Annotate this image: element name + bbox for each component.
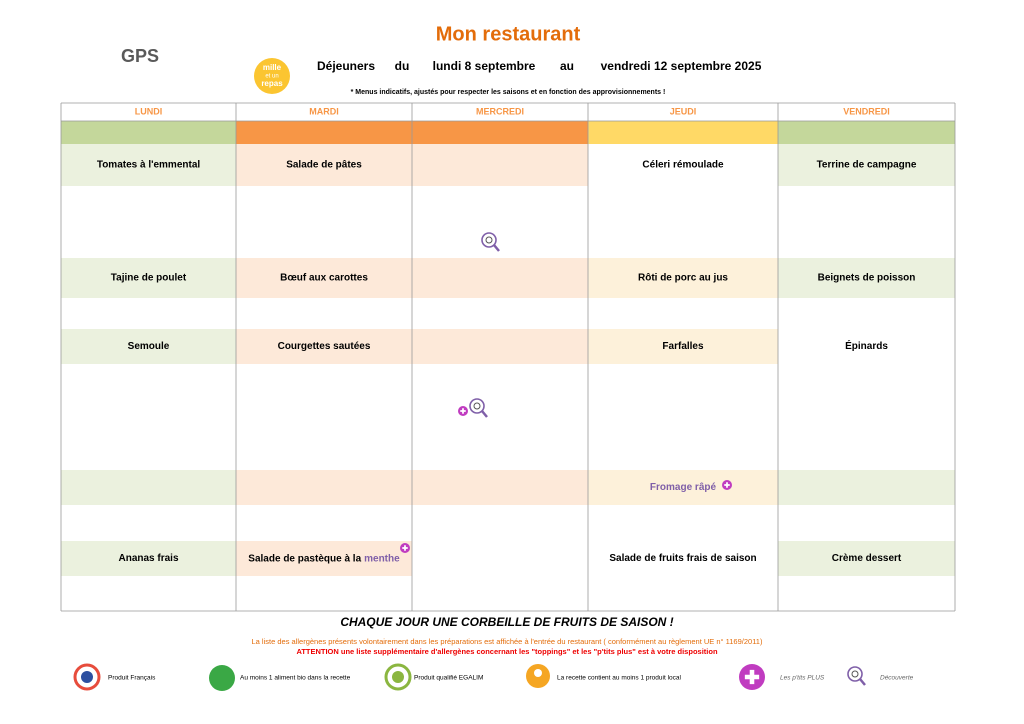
subtitle: Déjeuners	[317, 59, 375, 73]
cell-bg	[236, 144, 412, 186]
legend-icon	[81, 671, 93, 683]
cell-bg	[412, 258, 588, 298]
discovery-icon	[481, 410, 488, 418]
cell-bg	[61, 144, 236, 186]
badge	[254, 58, 290, 94]
discovery-icon	[847, 666, 863, 682]
cell-bg	[778, 541, 955, 576]
cell-bg	[61, 541, 236, 576]
day-name: MARDI	[309, 106, 339, 116]
dish: Bœuf aux carottes	[280, 273, 368, 284]
dish: Courgettes sautées	[278, 341, 371, 352]
discovery-icon	[473, 402, 481, 410]
legend-label: Au moins 1 aliment bio dans la recette	[240, 675, 351, 682]
subtitle: du	[395, 59, 410, 73]
day-name: LUNDI	[135, 106, 163, 116]
legend-label: Les p'tits PLUS	[780, 675, 825, 682]
legend-label: Produit qualifié EGALIM	[414, 675, 483, 682]
legend-label: Produit Français	[108, 675, 156, 682]
discovery-icon	[493, 244, 500, 252]
cell-bg	[588, 144, 778, 186]
plus-icon	[744, 669, 760, 685]
cell-bg	[588, 329, 778, 364]
day-name: MERCREDI	[476, 106, 524, 116]
cell-bg	[412, 329, 588, 364]
logo: GPS	[121, 46, 159, 66]
subtitle: vendredi 12 septembre 2025	[601, 59, 762, 73]
dish: Tajine de poulet	[111, 273, 187, 284]
note: * Menus indicatifs, ajustés pour respect…	[351, 89, 666, 96]
cell-bg	[588, 258, 778, 298]
dish: Ananas frais	[118, 553, 178, 564]
day-bar	[236, 121, 412, 144]
dish: Semoule	[128, 341, 170, 352]
badge-text: mille	[263, 63, 282, 72]
day-bar	[588, 121, 778, 144]
day-bar	[412, 121, 588, 144]
cell-bg	[61, 470, 236, 505]
day-bar	[61, 121, 236, 144]
dish: Rôti de porc au jus	[638, 273, 728, 284]
plus-icon	[460, 408, 466, 414]
legend-icon	[209, 665, 235, 691]
title: Mon restaurant	[436, 23, 581, 45]
dish: Tomates à l'emmental	[97, 160, 201, 171]
discovery-icon	[469, 398, 485, 414]
badge-text: repas	[261, 79, 283, 88]
cell-bg	[236, 470, 412, 505]
subtitle: lundi 8 septembre	[433, 59, 536, 73]
dish-highlight: menthe	[364, 553, 400, 564]
dish: Céleri rémoulade	[642, 160, 724, 171]
discovery-icon	[859, 678, 866, 686]
cell-bg	[61, 258, 236, 298]
legend-icon	[392, 671, 404, 683]
dish: Salade de pastèque à la menthe	[248, 553, 400, 564]
discovery-icon	[485, 236, 493, 244]
legend-icon	[534, 669, 542, 677]
cell-bg	[236, 329, 412, 364]
legend-label: Découverte	[880, 675, 914, 682]
plus-icon	[402, 545, 408, 551]
cell-bg	[588, 541, 778, 576]
dish: Salade de pâtes	[286, 160, 362, 171]
badge-text: et un	[265, 74, 278, 80]
allergens: La liste des allergènes présents volonta…	[252, 637, 763, 646]
dish: Farfalles	[662, 341, 704, 352]
day-name: JEUDI	[670, 106, 697, 116]
discovery-icon	[481, 232, 497, 248]
cell-bg	[588, 470, 778, 505]
cell-bg	[236, 541, 412, 576]
dish: Épinards	[845, 339, 888, 352]
day-bar	[778, 121, 955, 144]
dish: Salade de fruits frais de saison	[609, 553, 756, 564]
cell-bg	[236, 258, 412, 298]
cell-bg	[61, 329, 236, 364]
cell-bg	[778, 470, 955, 505]
cell-bg	[778, 329, 955, 364]
dish-text: Salade de pastèque à la	[248, 553, 361, 564]
legend-label: La recette contient au moins 1 produit l…	[557, 675, 681, 682]
dish: Crème dessert	[832, 553, 902, 564]
dish: Beignets de poisson	[818, 273, 916, 284]
cell-bg	[412, 470, 588, 505]
cell-bg	[778, 144, 955, 186]
warning: ATTENTION une liste supplémentaire d'all…	[296, 647, 717, 656]
dish: Fromage râpé	[650, 482, 717, 493]
cell-bg	[778, 258, 955, 298]
discovery-icon	[851, 670, 859, 678]
subtitle: au	[560, 59, 574, 73]
dish: Terrine de campagne	[817, 160, 917, 171]
banner: CHAQUE JOUR UNE CORBEILLE DE FRUITS DE S…	[340, 615, 673, 629]
cell-bg	[412, 541, 588, 576]
plus-icon	[724, 482, 730, 488]
day-name: VENDREDI	[843, 106, 890, 116]
cell-bg	[412, 144, 588, 186]
